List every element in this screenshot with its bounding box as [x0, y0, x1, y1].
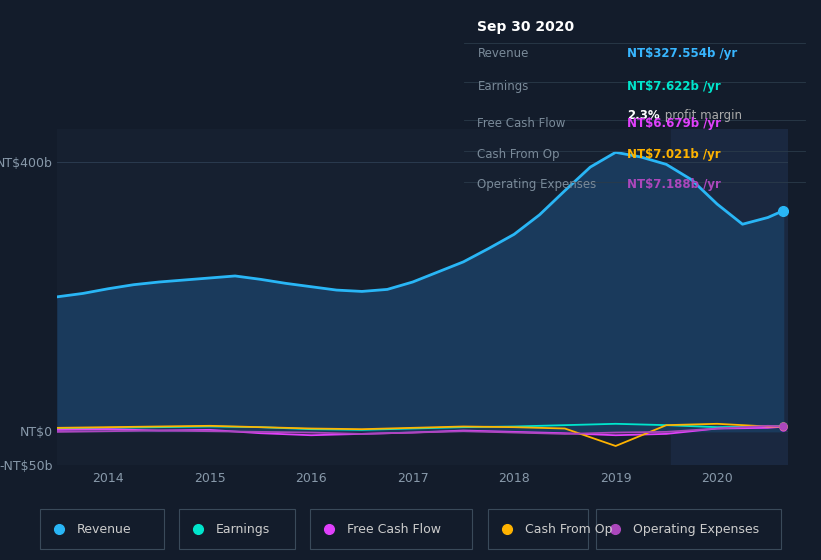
- Bar: [672, 129, 788, 465]
- Text: Sep 30 2020: Sep 30 2020: [478, 20, 575, 34]
- Text: NT$7.188b /yr: NT$7.188b /yr: [627, 179, 722, 192]
- Text: Earnings: Earnings: [216, 522, 270, 536]
- Text: Revenue: Revenue: [77, 522, 131, 536]
- Text: 2.3%: 2.3%: [627, 109, 660, 122]
- Text: Earnings: Earnings: [478, 80, 529, 93]
- Text: NT$7.021b /yr: NT$7.021b /yr: [627, 147, 721, 161]
- Text: NT$6.679b /yr: NT$6.679b /yr: [627, 116, 722, 129]
- Text: Operating Expenses: Operating Expenses: [633, 522, 759, 536]
- Text: NT$327.554b /yr: NT$327.554b /yr: [627, 47, 737, 60]
- Text: Cash From Op: Cash From Op: [525, 522, 612, 536]
- Text: Cash From Op: Cash From Op: [478, 147, 560, 161]
- Text: Free Cash Flow: Free Cash Flow: [347, 522, 441, 536]
- Text: NT$7.622b /yr: NT$7.622b /yr: [627, 80, 721, 93]
- Text: Free Cash Flow: Free Cash Flow: [478, 116, 566, 129]
- Text: Revenue: Revenue: [478, 47, 529, 60]
- Text: profit margin: profit margin: [662, 109, 742, 122]
- Text: Operating Expenses: Operating Expenses: [478, 179, 597, 192]
